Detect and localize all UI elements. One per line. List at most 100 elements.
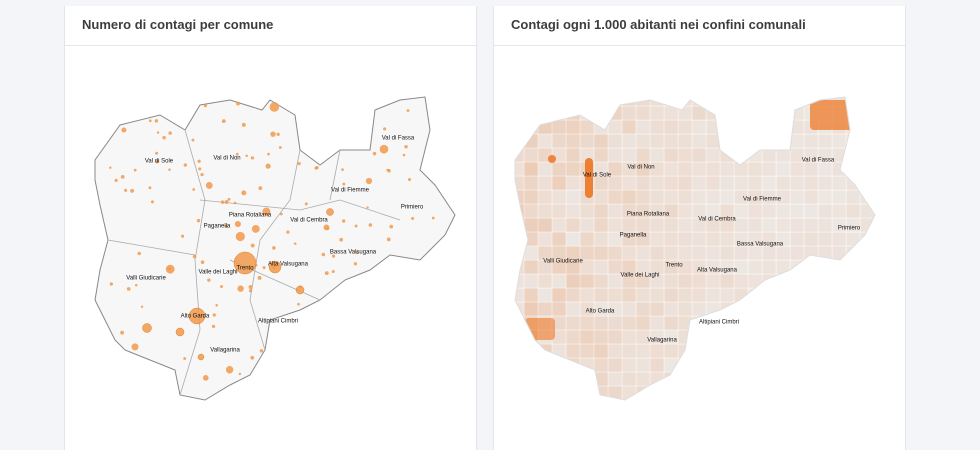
municipality xyxy=(789,343,805,359)
municipality xyxy=(845,259,861,275)
municipality xyxy=(523,259,539,275)
municipality xyxy=(831,203,847,219)
municipality xyxy=(607,133,623,149)
municipality xyxy=(888,190,903,205)
municipality xyxy=(747,301,763,317)
municipality xyxy=(593,97,609,107)
municipality xyxy=(845,147,861,163)
municipality xyxy=(579,273,595,289)
municipality xyxy=(775,97,791,107)
municipality xyxy=(859,231,875,247)
bubble xyxy=(250,243,255,248)
municipality xyxy=(775,329,791,345)
municipality xyxy=(705,203,721,219)
bubble xyxy=(411,216,415,221)
municipality xyxy=(607,329,623,345)
bubble xyxy=(315,165,319,170)
municipality xyxy=(565,245,581,261)
municipality xyxy=(635,105,651,121)
municipality xyxy=(761,203,777,219)
municipality xyxy=(789,399,805,400)
bubble xyxy=(168,168,171,171)
municipality xyxy=(761,97,777,107)
municipality xyxy=(579,287,595,303)
municipality xyxy=(691,119,707,135)
municipality xyxy=(803,399,819,400)
district-label: Valle dei Laghi xyxy=(199,270,238,276)
municipality xyxy=(873,245,875,261)
municipality xyxy=(621,147,637,163)
municipality xyxy=(677,245,693,261)
municipality xyxy=(691,175,707,191)
municipality xyxy=(677,315,693,331)
municipality xyxy=(691,273,707,289)
municipality xyxy=(677,399,693,400)
municipality xyxy=(831,287,847,303)
municipality xyxy=(523,301,539,317)
bubble xyxy=(131,343,139,351)
municipality xyxy=(523,175,539,191)
municipality xyxy=(515,399,525,400)
choropleth xyxy=(515,97,903,400)
municipality xyxy=(761,287,777,303)
municipality xyxy=(859,97,875,107)
municipality xyxy=(873,189,875,205)
municipality xyxy=(649,329,665,345)
municipality xyxy=(663,203,679,219)
municipality xyxy=(649,203,665,219)
district-label: Val di Non xyxy=(627,165,654,171)
municipality xyxy=(649,273,665,289)
municipality xyxy=(515,329,525,345)
municipality xyxy=(817,287,833,303)
municipality xyxy=(579,329,595,345)
district-label: Trento xyxy=(236,266,254,272)
municipality xyxy=(831,273,847,289)
municipality xyxy=(775,217,791,233)
municipality xyxy=(761,357,777,373)
bubble xyxy=(197,159,201,163)
municipality xyxy=(551,287,567,303)
panel-title: Contagi ogni 1.000 abitanti nei confini … xyxy=(494,6,905,46)
district-label: Val di Sole xyxy=(583,173,612,179)
bubble xyxy=(304,202,308,206)
municipality xyxy=(621,203,637,219)
municipality xyxy=(691,97,707,107)
municipality xyxy=(537,231,553,247)
municipality xyxy=(635,175,651,191)
municipality xyxy=(677,119,693,135)
municipality xyxy=(831,189,847,205)
municipality xyxy=(635,385,651,400)
municipality xyxy=(859,399,875,400)
municipality xyxy=(515,343,525,359)
bubble xyxy=(188,307,206,325)
municipality xyxy=(649,315,665,331)
municipality xyxy=(705,245,721,261)
municipality xyxy=(663,329,679,345)
municipality xyxy=(845,301,861,317)
municipality xyxy=(593,189,609,205)
municipality xyxy=(747,273,763,289)
bubble xyxy=(235,152,239,156)
municipality xyxy=(635,315,651,331)
bubble xyxy=(251,224,260,233)
municipality xyxy=(733,175,749,191)
bubble xyxy=(202,375,209,381)
municipality xyxy=(663,371,679,387)
municipality xyxy=(565,259,581,275)
municipality xyxy=(565,329,581,345)
municipality xyxy=(817,343,833,359)
municipality xyxy=(663,385,679,400)
municipality xyxy=(831,175,847,191)
municipality xyxy=(803,147,819,163)
municipality xyxy=(859,273,875,289)
bubble xyxy=(220,285,223,289)
municipality xyxy=(663,133,679,149)
municipality xyxy=(831,329,847,345)
municipality xyxy=(789,175,805,191)
bubble xyxy=(259,349,264,353)
municipality xyxy=(551,273,567,289)
municipality xyxy=(831,315,847,331)
municipality xyxy=(747,245,763,261)
municipality xyxy=(635,399,651,400)
bubble xyxy=(221,119,226,124)
